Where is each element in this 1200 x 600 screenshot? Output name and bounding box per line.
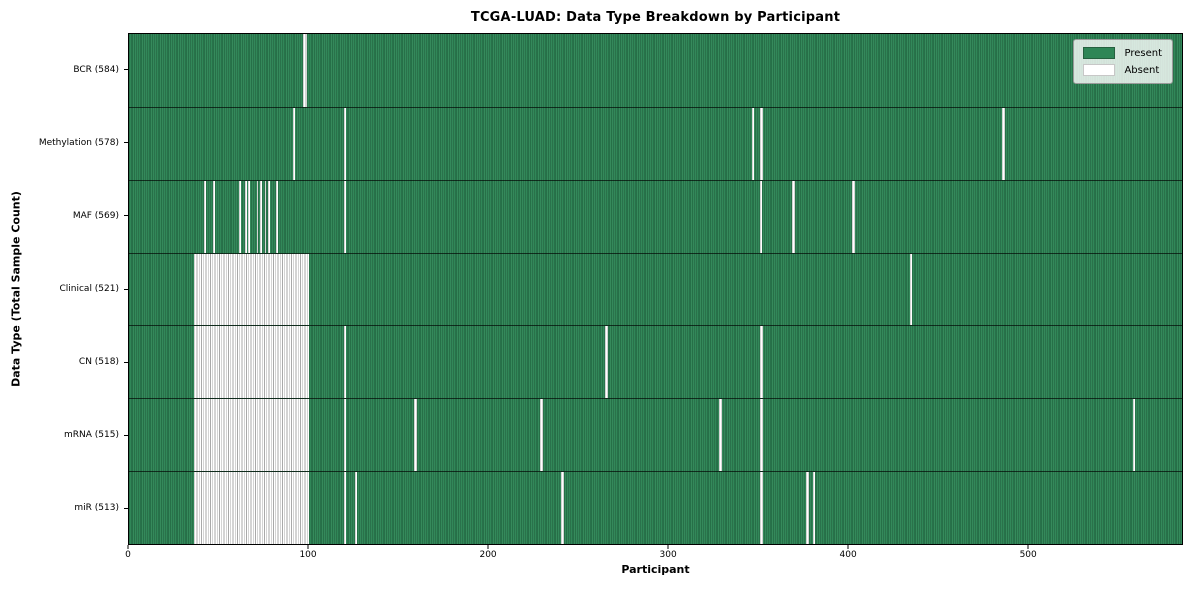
absent-segment <box>759 472 764 544</box>
absent-segment <box>561 472 564 544</box>
absent-segment <box>909 253 912 326</box>
xtick-mark <box>307 545 309 549</box>
absent-segment <box>354 472 358 544</box>
absent-segment <box>852 180 855 253</box>
xtick-mark <box>487 545 489 549</box>
absent-segment <box>248 180 251 253</box>
absent-segment <box>1002 107 1005 180</box>
ytick-mark <box>124 69 128 71</box>
legend-label-present: Present <box>1124 47 1162 59</box>
heatmap-row-mrna <box>129 398 1182 472</box>
ytick-label-methylation: Methylation (578) <box>38 137 119 148</box>
absent-segment <box>204 180 207 253</box>
absent-segment <box>193 326 309 399</box>
xtick-label-300: 300 <box>659 550 677 560</box>
ytick-mark <box>124 434 128 436</box>
absent-segment <box>540 399 544 472</box>
absent-segment <box>759 180 763 253</box>
ytick-label-mir: miR (513) <box>74 503 119 514</box>
ytick-label-cn: CN (518) <box>78 357 119 368</box>
absent-segment <box>193 253 309 326</box>
ytick-label-bcr: BCR (584) <box>73 64 119 75</box>
absent-segment <box>605 326 608 399</box>
absent-segment <box>213 180 216 253</box>
absent-segment <box>343 180 347 253</box>
absent-segment <box>343 326 346 399</box>
absent-segment <box>751 107 755 180</box>
absent-segment <box>812 472 816 544</box>
xtick-label-200: 200 <box>479 550 497 560</box>
legend-item-absent: Absent <box>1083 64 1162 76</box>
ytick-mark <box>124 142 128 144</box>
absent-segment <box>343 472 346 544</box>
xtick-mark <box>127 545 129 549</box>
absent-segment <box>238 180 242 253</box>
ytick-mark <box>124 215 128 217</box>
absent-segment <box>792 180 795 253</box>
heatmap-row-methylation <box>129 106 1182 180</box>
absent-swatch <box>1083 64 1116 76</box>
absent-segment <box>260 180 262 253</box>
absent-segment <box>276 180 279 253</box>
absent-segment <box>719 399 722 472</box>
absent-segment <box>759 107 764 180</box>
absent-segment <box>343 399 346 472</box>
ytick-label-clinical: Clinical (521) <box>59 284 119 294</box>
absent-segment <box>193 399 309 472</box>
x-axis: 0 100 200 300 400 500 <box>125 545 1183 565</box>
xtick-mark <box>667 545 669 549</box>
xtick-label-100: 100 <box>299 550 317 560</box>
absent-segment <box>244 180 247 253</box>
xtick-label-0: 0 <box>125 550 131 560</box>
heatmap-row-bcr <box>129 34 1182 107</box>
plot-area: Present Absent <box>128 33 1183 545</box>
ytick-label-maf: MAF (569) <box>72 210 119 221</box>
ytick-mark <box>124 288 128 290</box>
heatmap-row-clinical <box>129 252 1182 326</box>
heatmap-row-maf <box>129 179 1182 253</box>
absent-segment <box>268 180 271 253</box>
absent-segment <box>193 472 309 544</box>
absent-segment <box>759 326 764 399</box>
absent-segment <box>303 34 307 107</box>
present-swatch <box>1083 47 1116 59</box>
absent-segment <box>759 399 764 472</box>
legend-item-present: Present <box>1083 47 1162 59</box>
xtick-mark <box>847 545 849 549</box>
y-axis: BCR (584) Methylation (578) MAF (569) Clini… <box>0 33 128 545</box>
absent-segment <box>1132 399 1136 472</box>
absent-segment <box>264 180 267 253</box>
absent-segment <box>806 472 810 544</box>
ytick-mark <box>124 361 128 363</box>
absent-segment <box>413 399 417 472</box>
chart-title: TCGA-LUAD: Data Type Breakdown by Partic… <box>470 10 841 25</box>
xtick-mark <box>1027 545 1029 549</box>
heatmap-row-mir <box>129 471 1182 544</box>
legend-label-absent: Absent <box>1124 64 1160 76</box>
xtick-label-400: 400 <box>839 550 857 560</box>
ytick-mark <box>124 507 128 509</box>
legend: Present Absent <box>1073 39 1173 84</box>
absent-segment <box>292 107 296 180</box>
xtick-label-500: 500 <box>1019 550 1037 560</box>
absent-segment <box>256 180 259 253</box>
x-axis-label: Participant <box>621 563 690 576</box>
ytick-label-mrna: mRNA (515) <box>64 430 119 441</box>
absent-segment <box>343 107 347 180</box>
heatmap-row-cn <box>129 325 1182 399</box>
